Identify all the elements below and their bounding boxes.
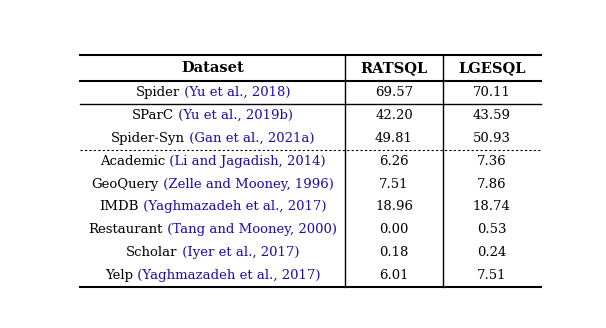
Text: Academic (Li and Jagadish, 2014): Academic (Li and Jagadish, 2014) [100,155,325,168]
Text: IMDB: IMDB [99,200,139,214]
Text: LGESQL: LGESQL [458,61,525,75]
Text: 69.57: 69.57 [375,86,413,99]
Text: Spider-Syn: Spider-Syn [111,132,185,145]
Text: 0.53: 0.53 [477,223,507,236]
Text: SParC: SParC [132,109,175,122]
Text: 6.01: 6.01 [379,269,408,282]
Text: 70.11: 70.11 [473,86,511,99]
Text: Restaurant (Tang and Mooney, 2000): Restaurant (Tang and Mooney, 2000) [88,223,337,236]
Text: (Iyer et al., 2017): (Iyer et al., 2017) [178,246,299,259]
Text: 50.93: 50.93 [473,132,511,145]
Text: 0.24: 0.24 [477,246,507,259]
Text: 7.51: 7.51 [477,269,507,282]
Text: 7.51: 7.51 [379,177,408,191]
Text: (Yaghmazadeh et al., 2017): (Yaghmazadeh et al., 2017) [139,200,326,214]
Text: Spider (Yu et al., 2018): Spider (Yu et al., 2018) [135,86,290,99]
Text: 0.18: 0.18 [379,246,408,259]
Text: 42.20: 42.20 [375,109,413,122]
Text: 43.59: 43.59 [473,109,511,122]
Text: GeoQuery (Zelle and Mooney, 1996): GeoQuery (Zelle and Mooney, 1996) [92,177,334,191]
Text: 18.74: 18.74 [473,200,511,214]
Text: 0.00: 0.00 [379,223,408,236]
Text: 7.86: 7.86 [477,177,507,191]
Text: (Tang and Mooney, 2000): (Tang and Mooney, 2000) [163,223,337,236]
Text: Spider-Syn (Gan et al., 2021a): Spider-Syn (Gan et al., 2021a) [111,132,315,145]
Text: GeoQuery: GeoQuery [92,177,159,191]
Text: RATSQL: RATSQL [361,61,428,75]
Text: (Yu et al., 2019b): (Yu et al., 2019b) [175,109,293,122]
Text: (Li and Jagadish, 2014): (Li and Jagadish, 2014) [165,155,325,168]
Text: Scholar (Iyer et al., 2017): Scholar (Iyer et al., 2017) [126,246,299,259]
Text: (Yu et al., 2018): (Yu et al., 2018) [179,86,290,99]
Text: (Yaghmazadeh et al., 2017): (Yaghmazadeh et al., 2017) [133,269,321,282]
Text: (Gan et al., 2021a): (Gan et al., 2021a) [185,132,315,145]
Text: SParC (Yu et al., 2019b): SParC (Yu et al., 2019b) [132,109,293,122]
Text: 7.36: 7.36 [477,155,507,168]
Text: Scholar: Scholar [126,246,178,259]
Text: Dataset: Dataset [181,61,244,75]
Text: Spider: Spider [135,86,179,99]
Text: Restaurant: Restaurant [88,223,163,236]
Text: Yelp: Yelp [105,269,133,282]
Text: 18.96: 18.96 [375,200,413,214]
Text: 6.26: 6.26 [379,155,409,168]
Text: (Zelle and Mooney, 1996): (Zelle and Mooney, 1996) [159,177,334,191]
Text: Academic: Academic [100,155,165,168]
Text: IMDB (Yaghmazadeh et al., 2017): IMDB (Yaghmazadeh et al., 2017) [99,200,326,214]
Text: Yelp (Yaghmazadeh et al., 2017): Yelp (Yaghmazadeh et al., 2017) [105,269,321,282]
Text: 49.81: 49.81 [375,132,413,145]
